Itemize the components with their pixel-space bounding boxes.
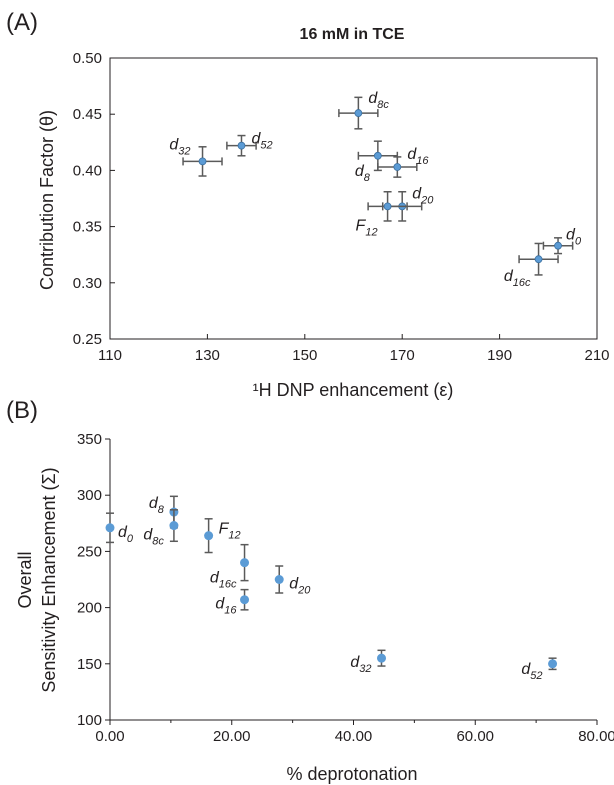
panel-b-point-label: d16c — [210, 570, 237, 591]
panel-a-x-tick-label: 210 — [584, 347, 609, 364]
panel-b-ylabel-line1: Overall — [15, 551, 35, 608]
panel-b-x-tick-label: 80.00 — [578, 728, 614, 745]
panel-a-data-point — [237, 141, 246, 150]
panel-b-point-label: d32 — [350, 654, 371, 675]
panel-a-point-label: d16c — [504, 268, 531, 289]
panel-a-label: (A) — [6, 9, 38, 36]
panel-a-data-point — [198, 157, 207, 166]
panel-b-y-tick-label: 200 — [77, 600, 102, 617]
panel-a-point-label: F12 — [356, 217, 378, 238]
panel-b-ylabel-line2: Sensitivity Enhancement (Σ) — [39, 467, 59, 692]
panel-b-data-point — [377, 653, 387, 663]
panel-b-x-tick-label: 60.00 — [456, 728, 494, 745]
panel-b-point-label: d20 — [289, 576, 311, 597]
panel-b-data-point — [204, 531, 214, 541]
panel-a-x-tick-label: 130 — [195, 347, 220, 364]
panel-b-point-label: d52 — [521, 661, 542, 682]
panel-a-point-label: d8c — [368, 90, 389, 111]
panel-b-point-label: d8c — [143, 527, 164, 548]
panel-a-data-point — [373, 151, 382, 160]
panel-b-data-point — [274, 575, 284, 584]
panel-a-x-tick-label: 170 — [390, 347, 415, 364]
panel-b-y-tick-label: 150 — [77, 656, 102, 673]
panel-b-data-point — [240, 558, 250, 568]
panel-a-point-label: d0 — [566, 227, 582, 248]
panel-b-y-tick-label: 350 — [77, 431, 102, 448]
panel-b-x-tick-label: 20.00 — [213, 728, 251, 745]
panel-b-x-tick-label: 40.00 — [335, 728, 373, 745]
panel-a-y-tick-label: 0.25 — [73, 331, 102, 348]
panel-b-point-label: d8 — [149, 495, 165, 516]
panel-a-y-tick-label: 0.30 — [73, 275, 102, 292]
panel-a-data-point — [354, 109, 363, 117]
panel-a-data-point — [393, 163, 402, 171]
panel-a-point-label: d8 — [355, 163, 371, 184]
panel-a-x-tick-label: 150 — [292, 347, 317, 364]
panel-a-data-point — [554, 241, 562, 250]
panel-b-data-point — [548, 659, 558, 669]
panel-b-y-tick-label: 250 — [77, 543, 102, 560]
panel-b-x-tick-label: 0.00 — [95, 728, 124, 745]
panel-b-y-tick-label: 300 — [77, 487, 102, 504]
panel-a-y-tick-label: 0.35 — [73, 219, 102, 236]
panel-a-y-tick-label: 0.40 — [73, 162, 102, 179]
panel-b-label: (B) — [6, 397, 38, 424]
panel-b-point-label: d16 — [215, 596, 237, 617]
panel-b-plot: 0.00 20.00 40.00 60.00 80.00 100 150 200 250 300 3… — [77, 431, 614, 745]
panel-a-ylabel: Contribution Factor (θ) — [37, 110, 57, 290]
panel-a-y-tick-label: 0.45 — [73, 106, 102, 123]
panel-b-xlabel: % deprotonation — [286, 764, 417, 784]
panel-a-xlabel: ¹H DNP enhancement (ε) — [253, 380, 454, 400]
panel-a-x-tick-label: 190 — [487, 347, 512, 364]
panel-b-point-label: F12 — [219, 521, 241, 542]
panel-a-data-point — [534, 255, 543, 264]
panel-a-point-label: d52 — [251, 131, 272, 152]
panel-b-data-point — [105, 523, 115, 533]
panel-a-point-label: d16 — [407, 146, 429, 167]
panel-a-point-label: d20 — [412, 185, 434, 206]
panel-b-point-label: d0 — [118, 524, 134, 545]
panel-b-data-point — [240, 595, 250, 605]
panel-a-x-tick-label: 110 — [98, 347, 122, 364]
panel-a-frame — [109, 57, 598, 340]
panel-a-plot: 110 130 150 170 190 210 0.25 0.30 0.35 0.40 0.45 0.… — [73, 50, 610, 364]
panel-b-y-tick-label: 100 — [77, 712, 102, 729]
panel-a-y-tick-label: 0.50 — [73, 50, 102, 67]
panel-a-data-point — [383, 202, 392, 211]
panel-a-title: 16 mM in TCE — [300, 26, 405, 43]
panel-b-data-point — [169, 521, 179, 531]
panel-a-point-label: d32 — [169, 136, 190, 157]
